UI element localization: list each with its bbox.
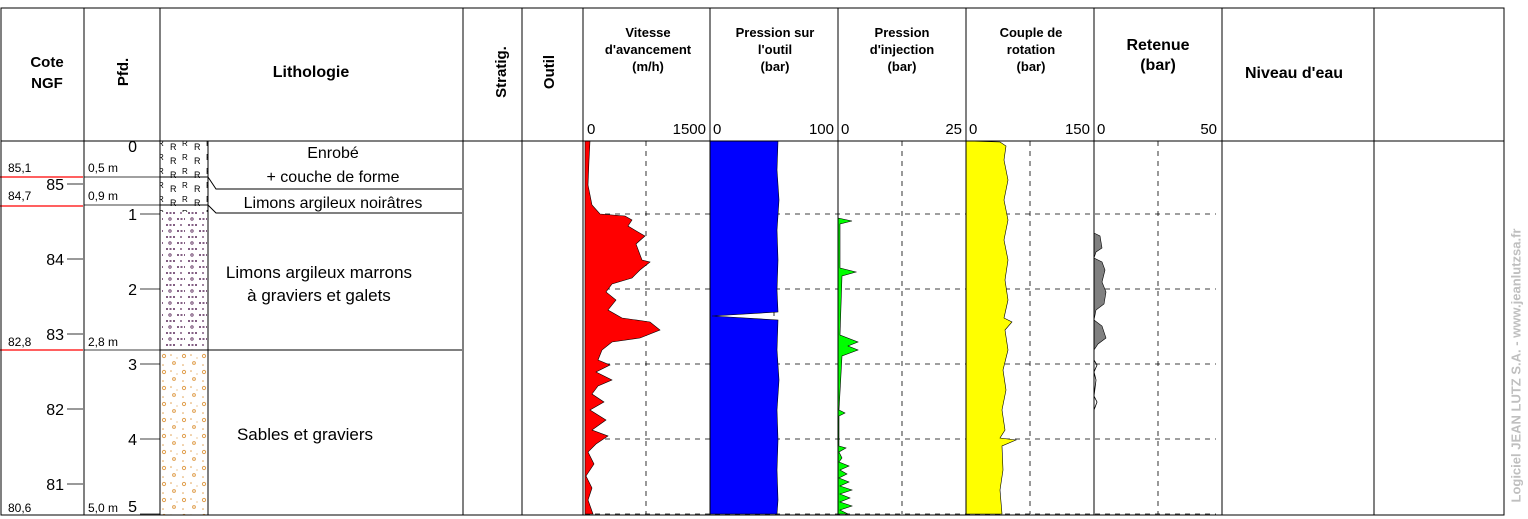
litho-enrobe-pattern (160, 141, 208, 186)
litho-label-enrobe-1: Enrobé (307, 145, 359, 162)
depth-value-4: 5,0 m (88, 501, 118, 515)
header-pfd: Pfd. (115, 58, 132, 86)
ngf-tick-label-81: 81 (46, 477, 64, 494)
scale-pression-injection-min: 0 (841, 121, 849, 138)
retenue-trace (1093, 141, 1107, 514)
ngf-tick-label-83: 83 (46, 327, 64, 344)
header-couple-2: rotation (1007, 42, 1055, 57)
cote-value-4: 80,6 (8, 501, 32, 515)
depth-value-2: 0,9 m (88, 189, 118, 203)
depth-value-3: 2,8 m (88, 335, 118, 349)
cote-value-3: 82,8 (8, 335, 32, 349)
cote-value-1: 85,1 (8, 161, 32, 175)
pression-injection-trace (837, 141, 859, 515)
table-grid (0, 7, 1505, 516)
scale-pression-injection-max: 25 (945, 121, 962, 138)
header-lithologie: Lithologie (273, 64, 350, 81)
scale-vitesse-min: 0 (587, 121, 595, 138)
litho-label-limon-marron-1: Limons argileux marrons (226, 263, 412, 282)
cote-value-2: 84,7 (8, 189, 32, 203)
parameter-grid (585, 141, 1216, 515)
watermark: Logiciel JEAN LUTZ S.A. - www.jeanlutzsa… (1506, 140, 1526, 510)
scale-pression-outil-min: 0 (713, 121, 721, 138)
ngf-tick-label-84: 84 (46, 252, 64, 269)
header-pression-outil-1: Pression sur (736, 25, 815, 40)
retenue-trace-line (1093, 359, 1098, 411)
depth-value-1: 0,5 m (88, 161, 118, 175)
header-niveau-eau: Niveau d'eau (1245, 65, 1343, 82)
scale-vitesse-max: 1500 (673, 121, 706, 138)
header-cote-2: NGF (31, 75, 63, 92)
litho-limon-marron-pattern (160, 212, 208, 350)
scale-retenue-max: 50 (1200, 121, 1217, 138)
ngf-tick-label-85: 85 (46, 177, 64, 194)
header-pression-outil-2: l'outil (758, 42, 792, 57)
litho-label-enrobe-2: + couche de forme (267, 169, 400, 186)
header-cote-1: Cote (30, 54, 63, 71)
header-stratig: Stratig. (493, 46, 510, 98)
depth-tick-label-5: 5 (128, 499, 137, 516)
depth-tick-label-0: 0 (128, 139, 137, 156)
header-couple-1: Couple de (1000, 25, 1063, 40)
scale-pression-outil-max: 100 (809, 121, 834, 138)
ngf-ticks (67, 183, 83, 485)
depth-tick-label-3: 3 (128, 357, 137, 374)
ngf-tick-label-82: 82 (46, 402, 64, 419)
header-pression-injection-1: Pression (875, 25, 930, 40)
header-retenue-2: (bar) (1140, 57, 1176, 74)
header-outil: Outil (541, 55, 558, 89)
pression-outil-trace (709, 140, 780, 515)
header-couple-3: (bar) (1017, 59, 1046, 74)
scale-couple-min: 0 (969, 121, 977, 138)
layer-boundary-2 (160, 204, 462, 214)
litho-label-limon-noir: Limons argileux noirâtres (244, 195, 423, 212)
header-vitesse-3: (m/h) (632, 59, 664, 74)
header-pression-injection-2: d'injection (870, 42, 935, 57)
header-vitesse-1: Vitesse (625, 25, 670, 40)
header-pression-injection-3: (bar) (888, 59, 917, 74)
litho-label-sable: Sables et graviers (237, 425, 373, 444)
scale-couple-max: 150 (1065, 121, 1090, 138)
layer-boundary-1 (160, 176, 462, 190)
header-retenue-1: Retenue (1126, 37, 1189, 54)
depth-tick-label-2: 2 (128, 282, 137, 299)
vitesse-trace (584, 140, 661, 515)
watermark-text: Logiciel JEAN LUTZ S.A. - www.jeanlutzsa… (1508, 228, 1524, 503)
litho-label-limon-marron-2: à graviers et galets (247, 286, 391, 305)
header-pression-outil-3: (bar) (761, 59, 790, 74)
depth-tick-label-1: 1 (128, 207, 137, 224)
depth-tick-label-4: 4 (128, 432, 137, 449)
header-vitesse-2: d'avancement (605, 42, 692, 57)
litho-limon-noir-pattern (160, 186, 208, 212)
scale-retenue-min: 0 (1097, 121, 1105, 138)
depth-ticks (140, 140, 160, 515)
litho-sable-pattern (160, 350, 208, 515)
couple-trace (965, 140, 1018, 515)
